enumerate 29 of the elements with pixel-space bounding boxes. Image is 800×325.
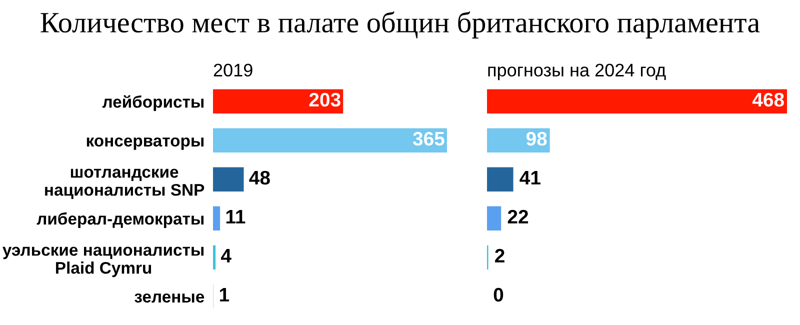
data-label: 11 <box>226 210 246 224</box>
bar <box>213 89 344 114</box>
y-tick-label: лейбористы <box>102 95 204 112</box>
data-label: 0 <box>494 288 504 302</box>
bar <box>487 167 514 192</box>
data-label: 203 <box>309 92 340 107</box>
bar <box>487 89 787 114</box>
bar <box>213 128 447 152</box>
data-label: 4 <box>220 249 232 262</box>
chart-subtitle: 2019 <box>214 64 252 77</box>
bar <box>213 167 244 192</box>
data-label: 22 <box>508 210 528 224</box>
bar <box>487 206 502 230</box>
y-tick-label: уэльские националисты Plaid Cymru <box>2 246 204 278</box>
chart-subtitle: прогнозы на 2024 год <box>488 64 666 80</box>
y-tick-label: шотландские националисты SNP <box>45 168 204 199</box>
y-tick-label: либерал-демократы <box>36 212 204 228</box>
chart-title: Количество мест в палате общин британского парламента <box>40 11 760 38</box>
y-tick-label: консерваторы <box>86 137 204 150</box>
bar <box>213 245 216 270</box>
data-label: 98 <box>526 132 547 146</box>
data-label: 468 <box>752 92 784 107</box>
data-label: 41 <box>520 171 540 184</box>
data-label: 1 <box>220 288 230 302</box>
data-label: 2 <box>495 248 504 262</box>
data-label: 48 <box>249 170 270 185</box>
data-label: 365 <box>412 132 444 146</box>
y-tick-label: зеленые <box>134 293 204 303</box>
bar <box>213 206 220 230</box>
